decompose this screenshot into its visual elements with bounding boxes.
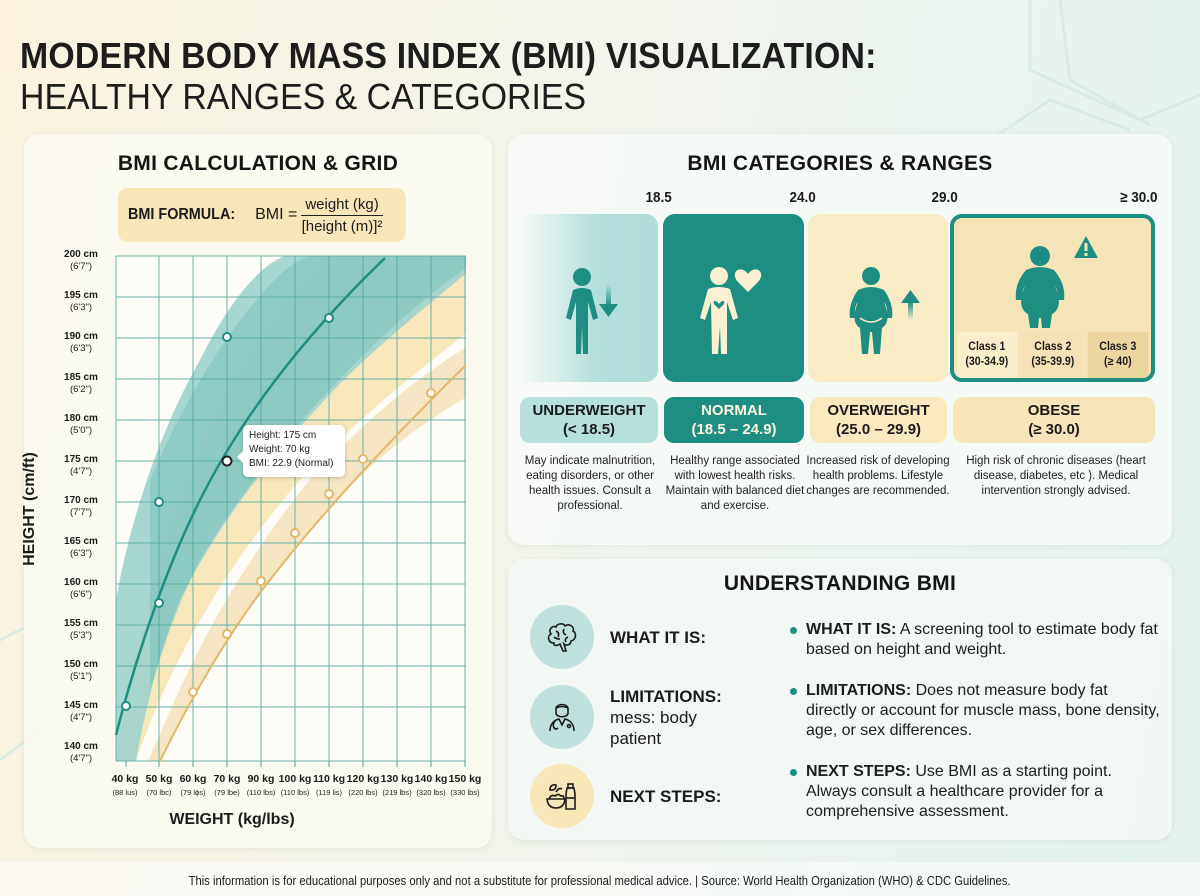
overweight-description: Increased risk of developing health prob…: [806, 455, 950, 497]
doctor-icon: [530, 685, 594, 749]
next-steps-label: NEXT STEPS:: [610, 786, 722, 806]
x-tick: 70 kg (79 lbe): [213, 773, 241, 797]
understanding-card-title: UNDERSTANDING BMI: [723, 572, 957, 595]
y-tick: 160 cm (6'6"): [64, 577, 98, 600]
y-tick: 190 cm (6'3"): [64, 331, 98, 354]
x-tick: 40 kg (88 lus): [111, 773, 139, 797]
normal-tile: [663, 214, 804, 382]
obese-class-2: Class 2 (35-39.9): [1022, 332, 1083, 378]
normal-band: [116, 256, 466, 761]
person-down-arrow-icon: [566, 268, 618, 354]
x-tick: 130 kg (219 lbs): [380, 773, 414, 797]
obese-description: High risk of chronic diseases (heart dis…: [966, 455, 1146, 497]
overweight-label: OVERWEIGHT (25.0 – 29.9): [810, 397, 947, 443]
what-it-is-label: WHAT IT IS:: [610, 627, 706, 647]
limitations-label: LIMITATIONS: mess: body patient: [610, 686, 730, 749]
x-tick: 100 kg (110 lbs): [278, 773, 312, 797]
threshold-30: ≥ 30.0: [1120, 189, 1158, 206]
person-up-arrow-icon: [849, 267, 920, 354]
understanding-bmi-card: [508, 559, 1172, 840]
brain-icon: [530, 605, 594, 669]
calc-card-title: BMI CALCULATION & GRID: [117, 152, 399, 175]
chart-tooltip: Height: 175 cm Weight: 70 kg BMI: 22.9 (…: [237, 425, 345, 477]
x-tick: 150 kg (330 lbs): [448, 773, 482, 797]
gold-data-points: [188, 388, 436, 697]
threshold-24: 24.0: [789, 189, 816, 206]
obese-class-3: Class 3 (≥ 40): [1087, 332, 1149, 378]
understanding-row-limitations: LIMITATIONS: mess: body patient: [530, 685, 730, 749]
teal-data-points: [121, 313, 334, 711]
understanding-row-next: NEXT STEPS:: [530, 764, 721, 828]
food-bottle-icon: [530, 764, 594, 828]
tooltip-bmi: BMI: 22.9 (Normal): [249, 458, 334, 469]
normal-bmi-curve: [114, 257, 386, 736]
limitations-item: LIMITATIONS: Does not measure body fat d…: [790, 681, 1160, 741]
y-axis-label: HEIGHT (cm/ft): [21, 452, 38, 566]
title-line-1: MODERN BODY MASS INDEX (BMI) VISUALIZATI…: [20, 35, 877, 76]
person-heart-icon: [700, 267, 762, 354]
categories-card-title: BMI CATEGORIES & RANGES: [687, 152, 993, 175]
obese-label: OBESE (≥ 30.0): [953, 397, 1155, 443]
underweight-tile: [520, 214, 658, 382]
person-warning-icon: [1015, 236, 1098, 328]
x-tick: 50 kg (70 lbc): [145, 773, 173, 797]
formula-fraction: weight (kg) [height (m)]²: [301, 196, 383, 235]
x-tick: 110 kg (119 lis): [312, 773, 346, 797]
x-axis-label: WEIGHT (kg/lbs): [169, 811, 295, 828]
formula-label: BMI FORMULA:: [128, 206, 236, 223]
y-tick: 165 cm (6'3"): [64, 536, 98, 559]
normal-description: Healthy range associated with lowest hea…: [665, 455, 805, 512]
y-tick: 150 cm (5'1"): [64, 659, 98, 682]
formula-lhs: BMI =: [255, 206, 298, 223]
underweight-description: May indicate malnutrition, eating disord…: [524, 455, 656, 512]
tooltip-weight: Weight: 70 kg: [249, 444, 310, 455]
title-line-2: HEALTHY RANGES & CATEGORIES: [20, 76, 587, 117]
y-tick: 155 cm (5'3"): [64, 618, 98, 641]
x-tick: 90 kg (110 lbs): [246, 773, 276, 797]
y-tick: 145 cm (4'7"): [64, 700, 98, 723]
bmi-formula-box: BMI FORMULA: BMI = weight (kg) [height (…: [118, 188, 406, 242]
overweight-band: [116, 256, 466, 761]
x-tick: 60 kg (79 lϕs): [179, 773, 207, 797]
threshold-18-5: 18.5: [645, 189, 672, 206]
threshold-29: 29.0: [931, 189, 958, 206]
formula-denominator: [height (m)]²: [301, 217, 383, 235]
y-tick: 200 cm (6'7"): [64, 249, 98, 272]
overweight-tile: [808, 214, 948, 382]
next-steps-item: NEXT STEPS: Use BMI as a starting point.…: [790, 762, 1160, 822]
y-tick: 175 cm (4'7"): [64, 454, 98, 477]
formula-numerator: weight (kg): [301, 196, 383, 216]
tooltip-height: Height: 175 cm: [249, 430, 317, 441]
y-tick: 195 cm (6'3"): [64, 290, 98, 313]
obese-class-1: Class 1 (30-34.9): [956, 332, 1018, 378]
footer-disclaimer: This information is for educational purp…: [0, 862, 1200, 896]
what-it-is-item: WHAT IT IS: A screening tool to estimate…: [790, 620, 1160, 660]
normal-label: NORMAL (18.5 – 24.9): [664, 397, 804, 443]
y-tick: 170 cm (7'7"): [64, 495, 98, 518]
underweight-label: UNDERWEIGHT (< 18.5): [520, 397, 658, 443]
obese-classes: Class 1 (30-34.9) Class 2 (35-39.9) Class …: [954, 332, 1151, 378]
page-title: MODERN BODY MASS INDEX (BMI) VISUALIZATI…: [20, 36, 931, 118]
x-tick: 140 kg (320 lbs): [414, 773, 448, 797]
y-tick: 140 cm (4'7"): [64, 741, 98, 764]
y-tick: 185 cm (6'2"): [64, 372, 98, 395]
limitations-sub: mess: body patient: [610, 707, 697, 748]
understanding-row-what: WHAT IT IS:: [530, 605, 706, 669]
obese-tile: Class 1 (30-34.9) Class 2 (35-39.9) Class …: [950, 214, 1155, 382]
x-tick: 120 kg (220 lbs): [346, 773, 380, 797]
highlighted-point: [221, 455, 233, 467]
y-tick: 180 cm (5'0"): [64, 413, 98, 436]
bmi-height-weight-chart: [114, 255, 467, 767]
